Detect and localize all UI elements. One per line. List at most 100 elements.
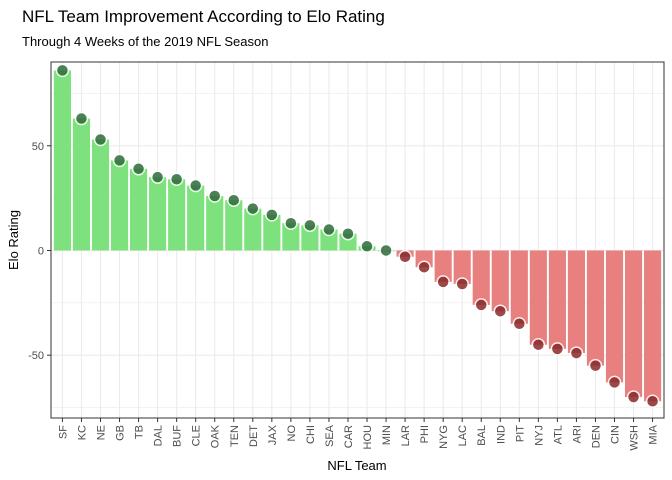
y-tick-label: 50: [32, 141, 44, 153]
bar-cle: [187, 185, 205, 251]
team-logo-marker-cin: [607, 375, 622, 390]
team-logo-marker-nyj: [531, 337, 546, 352]
team-logo-marker-dal: [150, 170, 165, 184]
team-logo-marker-sea: [322, 222, 336, 237]
bar-kc: [72, 118, 91, 251]
team-logo-marker-lac: [455, 277, 469, 291]
x-tick-label: BAL: [476, 425, 488, 446]
bar-lac: [453, 250, 471, 284]
team-logo-marker-ind: [493, 304, 508, 318]
x-tick-label: MIN: [381, 425, 393, 445]
y-axis-ticks: 50 0 -50: [28, 141, 51, 362]
bar-nyg: [434, 250, 452, 282]
x-tick-label: SF: [57, 425, 69, 439]
bar-dal: [149, 177, 167, 251]
team-logo-marker-pit: [512, 317, 527, 331]
bar-no: [282, 223, 300, 251]
x-tick-label: NE: [95, 425, 107, 440]
bar-sea: [320, 229, 338, 251]
x-tick-label: NYJ: [533, 425, 545, 446]
bar-bal: [472, 250, 490, 305]
x-tick-label: LAR: [400, 425, 412, 446]
bar-pit: [510, 250, 528, 324]
x-tick-label: ARI: [571, 425, 583, 443]
x-axis-title: NFL Team: [327, 458, 386, 473]
chart-subtitle: Through 4 Weeks of the 2019 NFL Season: [22, 34, 268, 49]
x-tick-label: DEN: [590, 425, 602, 448]
team-logo-marker-buf: [169, 172, 184, 187]
bar-oak: [206, 196, 224, 251]
x-tick-label: DAL: [153, 425, 165, 446]
bar-atl: [548, 250, 566, 349]
team-logo-marker-den: [588, 358, 603, 373]
team-logo-marker-cle: [188, 178, 203, 193]
team-logo-marker-kc: [74, 111, 89, 126]
x-tick-label: PIT: [514, 425, 526, 442]
x-tick-label: IND: [495, 425, 507, 444]
bar-tb: [130, 168, 148, 251]
x-tick-label: CIN: [610, 425, 622, 444]
team-logo-marker-car: [341, 226, 355, 241]
team-logo-markers: [55, 63, 660, 408]
team-logo-marker-chi: [303, 218, 317, 233]
bar-ne: [91, 139, 110, 251]
team-logo-marker-sf: [55, 63, 70, 78]
team-logo-marker-det: [246, 201, 260, 216]
x-tick-label: PHI: [419, 425, 431, 443]
x-tick-label: KC: [76, 425, 88, 440]
x-tick-label: CAR: [343, 425, 355, 448]
bar-chi: [301, 225, 319, 251]
bar-wsh: [624, 250, 643, 398]
team-logo-marker-jax: [265, 208, 279, 222]
x-tick-label: TB: [134, 425, 146, 439]
x-tick-label: ATL: [552, 425, 564, 444]
team-logo-marker-atl: [550, 342, 565, 356]
team-logo-marker-oak: [207, 189, 222, 203]
bars: [53, 70, 662, 402]
team-logo-marker-phi: [417, 260, 431, 274]
x-tick-label: TEN: [229, 425, 241, 447]
team-logo-marker-tb: [131, 162, 146, 176]
chart-title: NFL Team Improvement According to Elo Ra…: [22, 7, 385, 26]
bar-jax: [263, 214, 281, 251]
x-tick-label: DET: [248, 425, 260, 447]
x-tick-label: NO: [286, 425, 298, 442]
team-logo-marker-lar: [398, 250, 412, 264]
x-tick-label: JAX: [267, 424, 279, 445]
x-tick-label: MIA: [648, 424, 660, 444]
plot-border: [50, 61, 665, 419]
x-tick-label: LAC: [457, 425, 469, 446]
team-logo-marker-bal: [474, 298, 488, 312]
x-tick-label: NYG: [438, 425, 450, 449]
team-logo-marker-ari: [569, 346, 584, 360]
bar-den: [586, 250, 605, 366]
bar-gb: [110, 160, 129, 251]
bar-nyj: [529, 250, 547, 345]
bar-ten: [225, 200, 243, 251]
x-tick-label: BUF: [172, 425, 184, 447]
team-logo-marker-ten: [227, 193, 241, 207]
bar-ind: [491, 250, 509, 312]
team-logo-marker-ne: [93, 132, 108, 147]
team-logo-marker-no: [284, 216, 298, 230]
bar-ari: [567, 250, 585, 354]
x-tick-label: SEA: [324, 424, 336, 447]
y-tick-label: 0: [38, 245, 44, 257]
bar-mia: [644, 250, 662, 402]
bar-buf: [168, 179, 186, 251]
x-tick-label: WSH: [629, 425, 641, 451]
x-tick-label: CHI: [305, 425, 317, 444]
y-axis-title: Elo Rating: [6, 210, 21, 270]
team-logo-marker-mia: [645, 394, 660, 408]
x-tick-label: GB: [115, 425, 127, 441]
x-tick-label: HOU: [362, 425, 374, 450]
team-logo-marker-wsh: [626, 390, 641, 404]
x-axis-ticks: SF KC NE GB TB DAL BUF CLE OAK TEN DET JAX NO CHI SEA C…: [57, 418, 660, 451]
team-logo-marker-min: [379, 243, 393, 258]
team-logo-marker-nyg: [436, 275, 450, 289]
bar-det: [244, 208, 262, 251]
team-logo-marker-gb: [112, 153, 127, 168]
y-tick-label: -50: [28, 350, 44, 362]
bar-sf: [53, 70, 71, 251]
